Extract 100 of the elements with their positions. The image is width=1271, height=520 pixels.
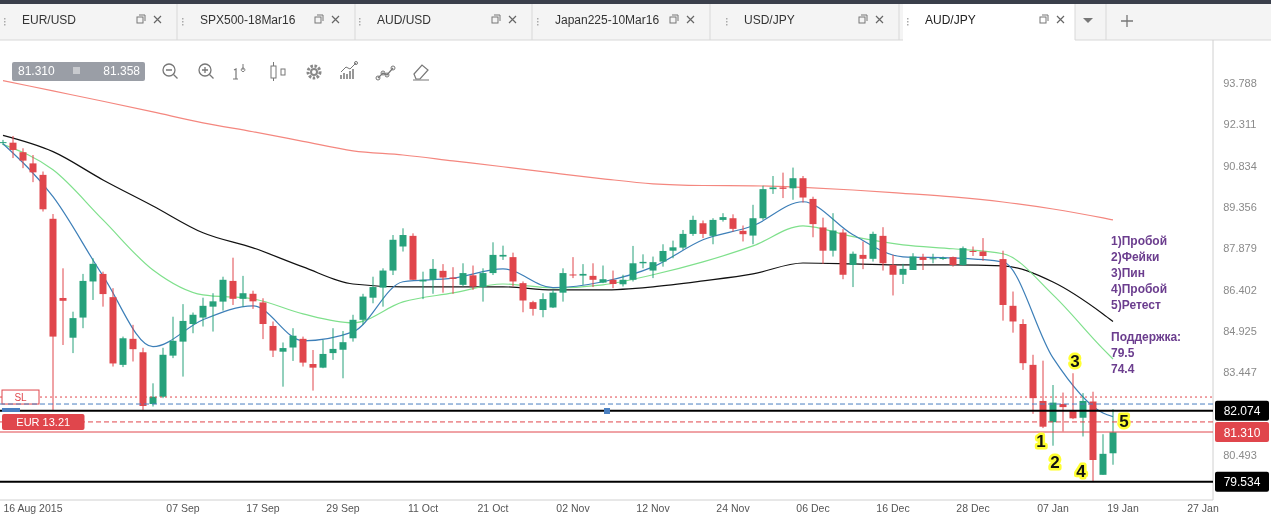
candlestick (259, 297, 267, 340)
candlestick (939, 256, 947, 261)
candlestick (1109, 408, 1117, 466)
annotation: 5 (1119, 412, 1129, 431)
candlestick (1099, 433, 1107, 476)
annotation: 81.358 (103, 64, 141, 78)
candlestick (9, 135, 17, 159)
candlestick (529, 300, 537, 317)
candlestick (689, 215, 697, 237)
candlestick (429, 258, 437, 295)
candlestick (619, 274, 627, 288)
candlestick (669, 240, 677, 259)
candlestick (129, 324, 137, 362)
candlestick (329, 327, 337, 361)
candlestick (0, 139, 7, 146)
candlestick (799, 175, 807, 204)
candlestick (599, 265, 607, 284)
y-tick-label: 90.834 (1223, 159, 1257, 172)
x-tick-label: 29 Sep (326, 502, 360, 514)
ref-line-label: SL (14, 392, 28, 404)
annotation: 1)Пробой (1111, 234, 1168, 248)
candlestick (849, 251, 857, 288)
annotation: 2)Фейки (1111, 250, 1160, 264)
candlestick (579, 263, 587, 286)
candlestick (249, 290, 257, 310)
candlestick (829, 212, 837, 258)
candlestick (209, 292, 217, 333)
candlestick (719, 212, 727, 223)
candlestick (589, 262, 597, 288)
line-series (2, 79, 1114, 221)
y-tick-label: 83.447 (1223, 366, 1257, 379)
candlestick (889, 254, 897, 296)
candlestick (569, 256, 577, 279)
x-tick-label: 27 Jan (1187, 502, 1219, 514)
candlestick (969, 246, 977, 257)
annotation: 4)Пробой (1111, 282, 1168, 296)
candlestick (679, 229, 687, 251)
x-tick-label: 16 Dec (876, 502, 910, 514)
x-tick-label: 21 Oct (477, 502, 509, 514)
candlestick (919, 253, 927, 271)
y-tick-label: 80.493 (1223, 448, 1257, 461)
candlestick (319, 339, 327, 369)
candlestick (979, 237, 987, 262)
text: EUR/USD (22, 13, 77, 27)
candlestick (479, 267, 487, 303)
candlestick (489, 241, 497, 276)
candlestick (289, 327, 297, 362)
candlestick (649, 256, 657, 279)
candlestick (439, 263, 447, 294)
annotation: 74.4 (1111, 362, 1135, 376)
candlestick (229, 257, 237, 306)
candlestick (549, 289, 557, 309)
candlestick (499, 245, 507, 261)
candlestick (539, 292, 547, 318)
candlestick (959, 246, 967, 267)
x-tick-label: 02 Nov (556, 502, 591, 514)
x-tick-label: 12 Nov (636, 502, 671, 514)
y-tick-label: 87.879 (1223, 242, 1257, 255)
annotation: 1 (1036, 432, 1046, 451)
candlestick (629, 245, 637, 282)
text: SPX500-18Mar16 (200, 13, 296, 27)
annotation: 3)Пин (1111, 266, 1145, 280)
ref-line-label: EUR 13.21 (16, 415, 71, 428)
candlestick (819, 217, 827, 265)
candlestick (399, 227, 407, 253)
annotation: 2 (1050, 453, 1060, 472)
text: AUD/USD (377, 13, 432, 27)
candlestick (199, 297, 207, 328)
x-tick-label: 07 Sep (166, 502, 200, 514)
candlestick (929, 253, 937, 264)
candlestick (379, 267, 387, 308)
candlestick (1009, 291, 1017, 334)
chart-title: AUD/JPY (925, 13, 976, 27)
candlestick (219, 276, 227, 312)
candlestick (309, 349, 317, 392)
candlestick (99, 271, 107, 308)
candlestick (29, 154, 37, 183)
candlestick (469, 265, 477, 291)
candlestick (559, 267, 567, 303)
candlestick (709, 217, 717, 245)
candlestick (369, 276, 377, 304)
candlestick (69, 311, 77, 354)
ref-line-label: 81.310 (1223, 425, 1261, 440)
candlestick (279, 341, 287, 388)
annotation: Поддержка: (1111, 330, 1182, 344)
x-tick-label: 16 Aug 2015 (3, 502, 63, 514)
x-tick-label: 28 Dec (956, 502, 990, 514)
annotation: 3 (1070, 352, 1080, 371)
candlestick (89, 257, 97, 301)
x-tick-label: 24 Nov (716, 502, 751, 514)
y-tick-label: 84.925 (1223, 324, 1257, 337)
y-tick-label: 86.402 (1223, 283, 1257, 296)
x-tick-label: 06 Dec (796, 502, 830, 514)
candlestick (859, 240, 867, 270)
x-tick-label: 19 Jan (1107, 502, 1139, 514)
y-tick-label: 93.788 (1223, 76, 1257, 89)
candlestick (769, 175, 777, 195)
candlestick (659, 243, 667, 268)
y-tick-label: 89.356 (1223, 200, 1257, 213)
candlestick (789, 167, 797, 201)
